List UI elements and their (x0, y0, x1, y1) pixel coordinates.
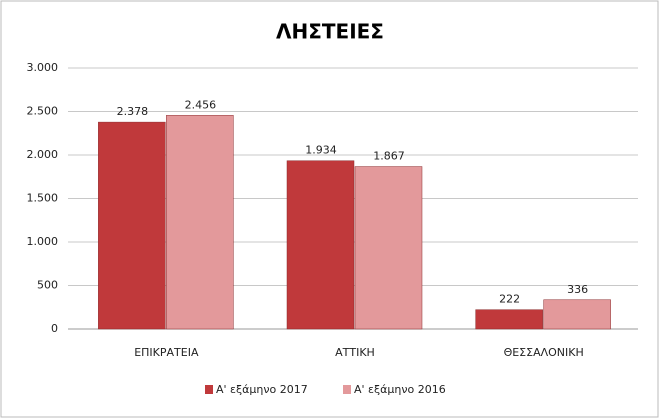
legend-label: Α' εξάμηνο 2017 (216, 383, 308, 396)
legend-marker (205, 385, 213, 394)
data-label: 1.867 (373, 150, 405, 163)
y-tick-label: 2.500 (27, 105, 59, 118)
y-tick-label: 1.000 (27, 235, 59, 248)
x-tick-label: ΑΤΤΙΚΗ (335, 346, 375, 359)
data-label: 2.456 (185, 98, 217, 111)
data-label: 336 (567, 283, 588, 296)
x-tick-label: ΕΠΙΚΡΑΤΕΙΑ (134, 346, 199, 359)
y-tick-label: 0 (51, 322, 58, 335)
bar (286, 160, 355, 330)
bar (98, 121, 166, 330)
data-label: 222 (499, 293, 520, 306)
y-tick-label: 500 (37, 279, 58, 292)
chart-title: ΛΗΣΤΕΙΕΣ (276, 20, 384, 44)
bar (475, 309, 543, 330)
legend-label: Α' εξάμηνο 2016 (354, 383, 446, 396)
bar (354, 166, 423, 330)
legend-marker (343, 385, 351, 394)
y-tick-label: 2.000 (27, 148, 59, 161)
x-tick-label: ΘΕΣΣΑΛΟΝΙΚΗ (504, 346, 584, 359)
y-tick-label: 1.500 (27, 192, 59, 205)
y-tick-label: 3.000 (27, 61, 59, 74)
data-label: 1.934 (305, 144, 337, 157)
bar (166, 115, 234, 330)
bar (543, 299, 611, 330)
data-label: 2.378 (117, 105, 149, 118)
